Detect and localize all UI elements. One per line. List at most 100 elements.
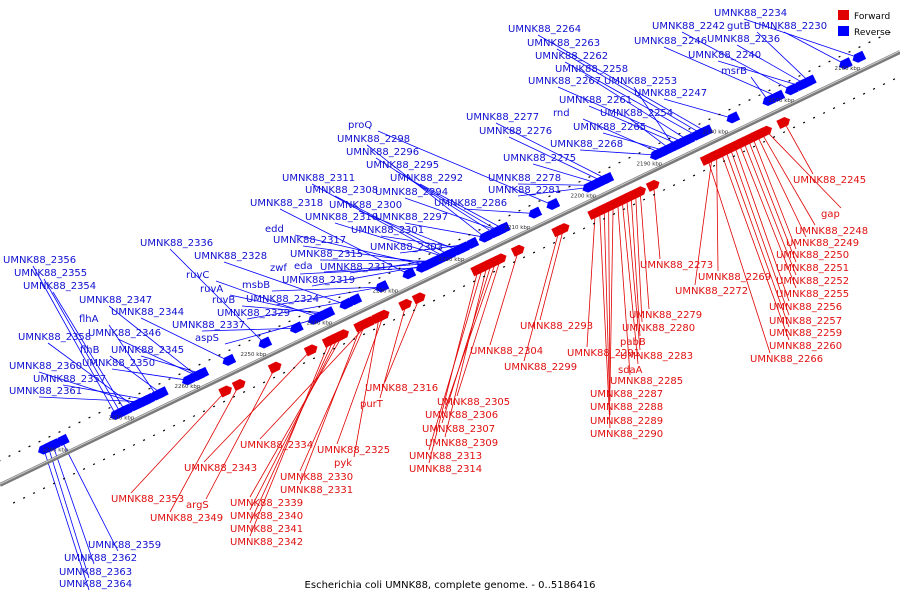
gene-label: UMNK88_2336 <box>140 238 213 249</box>
scale-dash <box>778 84 781 87</box>
leader-line <box>523 230 560 362</box>
gene-label: flhA <box>79 314 99 325</box>
scale-dash <box>368 281 371 284</box>
gene-label: sdaA <box>618 365 643 376</box>
gene-label: UMNK88_2287 <box>590 389 663 400</box>
scale-dash <box>478 228 481 231</box>
gene-arrow <box>852 50 867 63</box>
scale-dash <box>588 176 591 178</box>
scale-dash <box>292 366 296 369</box>
gene-arrow <box>258 336 273 349</box>
gene-label: UMNK88_2292 <box>390 173 463 184</box>
scale-dash <box>792 126 796 129</box>
leader-line <box>608 206 611 402</box>
gene-label: UMNK88_2250 <box>776 250 849 261</box>
gene-arrow <box>321 306 336 319</box>
gene-arrow <box>528 206 543 219</box>
leader-line <box>681 31 792 91</box>
leader-line <box>517 183 593 186</box>
leader-line <box>111 368 188 381</box>
leader-line <box>635 193 643 323</box>
scale-dash <box>28 445 31 448</box>
scale-dash <box>632 203 636 206</box>
gene-arrow <box>672 137 687 150</box>
gene-label: UMNK88_2306 <box>425 410 498 421</box>
kbp-tick-label: 2210 kbp <box>504 225 530 231</box>
leader-line <box>47 342 135 407</box>
gene-arrow <box>420 258 435 271</box>
leader-line <box>463 208 535 214</box>
scale-dash <box>132 443 136 446</box>
leader-line <box>716 154 719 272</box>
leader-line <box>729 148 790 316</box>
scale-dash <box>118 402 121 405</box>
gene-label: UMNK88_2356 <box>3 255 76 266</box>
gene-label: UMNK88_2265 <box>573 122 646 133</box>
kbp-tick-label: 2250 kbp <box>240 352 266 358</box>
scale-dash <box>352 338 356 341</box>
leader-line <box>52 445 95 565</box>
leader-line <box>747 139 797 263</box>
gene-labels: UMNK88_2234 UMNK88_2242 gutB UMNK88_2230 UMN… <box>3 8 868 590</box>
gene-label: ruvA <box>200 284 223 295</box>
leader-line <box>653 184 661 260</box>
scale-dash <box>378 277 381 279</box>
scale-dash <box>852 97 856 100</box>
scale-dash <box>248 339 251 342</box>
leader-line <box>557 86 684 143</box>
gene-arrow <box>699 153 714 166</box>
gene-arrow <box>321 335 336 348</box>
leader-line <box>456 258 502 397</box>
gene-label: UMNK88_2262 <box>535 51 608 62</box>
scale-dash <box>322 352 326 355</box>
gene-label: UMNK88_2273 <box>640 260 713 271</box>
gene-arrow <box>726 111 741 124</box>
gene-label: UMNK88_2261 <box>559 95 632 106</box>
gene-label: UMNK88_2312 <box>320 262 393 273</box>
scale-dash <box>122 448 126 451</box>
leader-line <box>663 98 733 119</box>
leader-line <box>311 183 445 258</box>
gene-label: UMNK88_2359 <box>88 540 161 551</box>
scale-dash <box>838 55 841 58</box>
scale-dash <box>532 251 536 254</box>
scale-dash <box>138 392 141 395</box>
scale-dash <box>362 333 366 336</box>
leader-line <box>241 305 328 314</box>
gene-label: UMNK88_2236 <box>707 34 780 45</box>
gene-label: flhB <box>80 345 100 356</box>
gene-arrow <box>434 252 448 265</box>
gene-label: proQ <box>348 120 372 131</box>
leader-line <box>537 34 706 132</box>
scale-dash <box>668 137 671 140</box>
gene-label: UMNK88_2248 <box>795 226 868 237</box>
gene-label: UMNK88_2247 <box>634 88 707 99</box>
gene-label: UMNK88_2280 <box>622 323 695 334</box>
scale-dash <box>422 304 426 307</box>
gene-arrow <box>479 230 493 243</box>
gene-label: UMNK88_2361 <box>9 386 82 397</box>
scale-dash <box>868 41 871 44</box>
leader-line <box>663 46 778 97</box>
leader-line <box>752 137 797 250</box>
leader-line <box>109 355 162 394</box>
gene-arrow <box>591 205 606 218</box>
scale-dash <box>812 116 816 119</box>
gene-label: UMNK88_2267 <box>528 76 601 87</box>
scale-dash <box>798 74 801 77</box>
scale-dash <box>598 171 601 174</box>
leader-line <box>725 150 790 328</box>
leader-line <box>249 338 335 524</box>
scale-dash <box>162 429 166 432</box>
gene-label: UMNK88_2311 <box>282 173 355 184</box>
scale-dash <box>658 142 661 145</box>
leader-line <box>275 286 382 306</box>
scale-dash <box>472 280 476 283</box>
gene-label: UMNK88_2362 <box>64 553 137 564</box>
leader-line <box>117 338 198 377</box>
backbone <box>0 50 900 487</box>
gene-label: UMNK88_2339 <box>230 498 303 509</box>
gene-label: UMNK88_2309 <box>425 438 498 449</box>
gene-label: ruvC <box>186 270 209 281</box>
